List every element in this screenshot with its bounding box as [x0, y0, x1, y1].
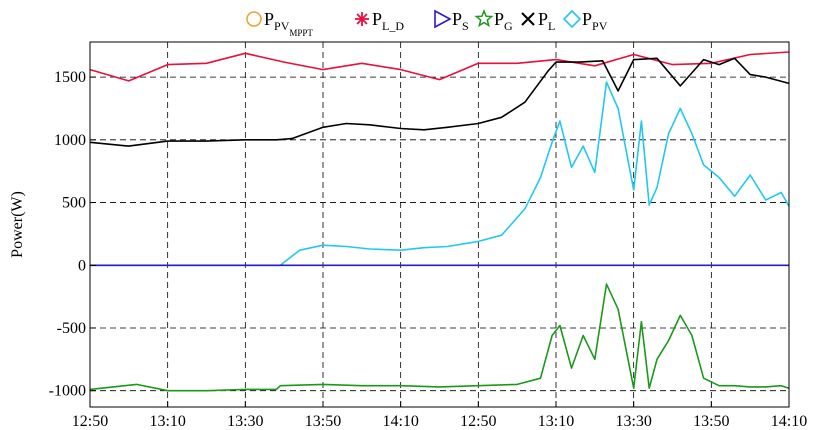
x-tick-label: 13:10: [149, 413, 185, 430]
y-tick-label: -500: [57, 320, 86, 337]
legend-label: PS: [452, 9, 469, 33]
legend: PPVMPPT PL_D PS PG PL PPV: [246, 8, 608, 38]
legend-marker-asterisk: [356, 13, 368, 25]
y-axis-label: Power(W): [9, 191, 26, 258]
x-tick-label: 14:10: [771, 413, 807, 430]
x-tick-label: 14:10: [382, 413, 418, 430]
y-tick-label: 0: [78, 257, 86, 274]
series-line-ppv: [90, 81, 790, 267]
legend-item-ppv: PPV: [562, 9, 608, 33]
legend-marker-triangle: [434, 9, 452, 29]
y-tick-label: 500: [62, 195, 86, 212]
series-layer: [89, 51, 790, 392]
legend-item-pld: PL_D: [355, 9, 404, 33]
y-tick-label: -1000: [49, 383, 86, 400]
plot-frame: [89, 41, 790, 408]
legend-label: PPV: [582, 9, 608, 33]
series-line-pl: [89, 57, 790, 147]
legend-marker-diamond: [562, 9, 582, 29]
x-tick-label: 13:30: [227, 413, 263, 430]
legend-marker-cross: [521, 12, 535, 26]
x-tick-label: 13:50: [693, 413, 729, 430]
x-tick-label: 13:10: [538, 413, 574, 430]
x-tick-label: 13:50: [305, 413, 341, 430]
plot-area: [90, 42, 789, 407]
x-tick-label: 12:50: [72, 413, 108, 430]
legend-marker-circle: [246, 11, 262, 27]
y-tick-label: 1000: [54, 132, 86, 149]
series-line-pld: [89, 51, 790, 82]
legend-item-pg: PG: [474, 8, 513, 33]
series-line-pg: [89, 283, 790, 392]
legend-item-ppv_mppt: PPVMPPT: [246, 9, 313, 38]
x-tick-label: 12:50: [460, 413, 496, 430]
legend-label: PL: [538, 9, 555, 33]
legend-item-ps: PS: [434, 9, 469, 33]
y-axis: 1500 1000 500 0 -500 -1000: [49, 69, 96, 400]
legend-label: PPVMPPT: [264, 9, 313, 38]
y-tick-label: 1500: [54, 69, 86, 86]
x-tick-label: 13:30: [615, 413, 651, 430]
legend-item-pl: PL: [521, 9, 555, 33]
x-axis: 12:50 13:10 13:30 13:50 14:10 12:50 13:10 13:30…: [72, 401, 807, 430]
legend-label: PL_D: [372, 9, 404, 33]
legend-label: PG: [494, 9, 513, 33]
legend-marker-star: [474, 8, 494, 28]
